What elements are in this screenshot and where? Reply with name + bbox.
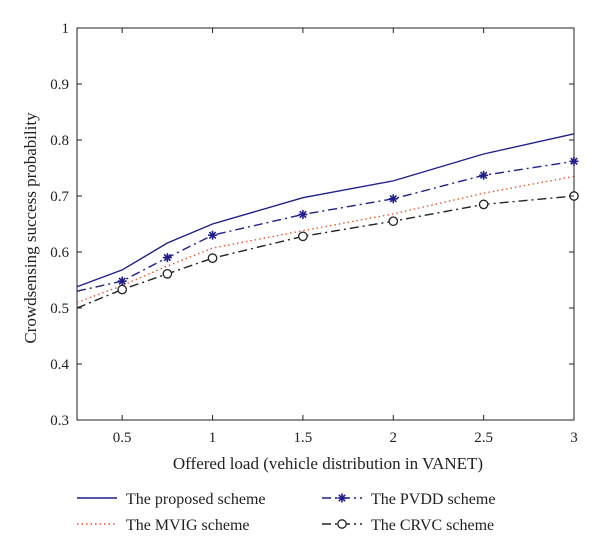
data-point: [117, 284, 128, 295]
legend-marker: [337, 493, 347, 503]
y-axis-label: Crowdsensing success probability: [21, 112, 40, 344]
series-layer: [76, 133, 579, 309]
data-point: [298, 209, 308, 219]
legend-marker: [337, 519, 347, 529]
data-point: [207, 253, 218, 264]
legend-label: The proposed scheme: [126, 491, 266, 508]
series-line: [76, 175, 575, 304]
x-tick-label: 1: [209, 430, 217, 446]
series-3: [76, 175, 575, 304]
x-tick-label: 2.5: [474, 430, 493, 446]
data-point: [479, 170, 489, 180]
y-tick-label: 0.8: [50, 133, 69, 149]
x-tick-label: 2: [390, 430, 398, 446]
data-point: [162, 268, 173, 279]
series-4: [76, 191, 579, 309]
data-point: [388, 216, 399, 227]
y-tick-label: 0.6: [50, 245, 69, 261]
legend-item: The MVIG scheme: [77, 517, 250, 534]
legend-item: The CRVC scheme: [322, 517, 494, 534]
data-point: [162, 253, 172, 263]
data-point: [208, 230, 218, 240]
plot-area: [76, 27, 575, 421]
plot-frame: [76, 27, 575, 421]
legend-item: The proposed scheme: [77, 491, 266, 508]
y-tick-label: 1: [62, 21, 70, 37]
series-line: [76, 195, 575, 309]
y-tick-label: 0.3: [50, 413, 69, 429]
y-tick-label: 0.5: [50, 301, 69, 317]
series-1: [76, 133, 575, 288]
legend-label: The MVIG scheme: [126, 517, 250, 534]
legend-label: The CRVC scheme: [371, 517, 494, 534]
x-tick-label: 0.5: [113, 430, 132, 446]
legend: The proposed scheme The PVDD scheme The MV…: [77, 491, 495, 534]
data-point: [569, 156, 579, 166]
legend-item: The PVDD scheme: [322, 491, 495, 508]
y-tick-label: 0.9: [50, 77, 69, 93]
series-2: [76, 156, 579, 292]
legend-label: The PVDD scheme: [371, 491, 495, 508]
data-point: [117, 276, 127, 286]
x-axis-label: Offered load (vehicle distribution in VA…: [173, 454, 483, 473]
y-tick-label: 0.7: [50, 189, 69, 205]
y-tick-label: 0.4: [50, 357, 69, 373]
series-line: [76, 133, 575, 288]
data-point: [388, 194, 398, 204]
x-tick-label: 3: [570, 430, 578, 446]
data-point: [298, 231, 308, 242]
series-line: [76, 160, 575, 292]
data-point: [478, 199, 489, 210]
axes-ticks: 0.5 1 1.5 2 2.5 3 0.3 0.4 0.5 0.6 0.7 0.8 0.9 1: [50, 21, 578, 446]
x-tick-label: 1.5: [294, 430, 313, 446]
